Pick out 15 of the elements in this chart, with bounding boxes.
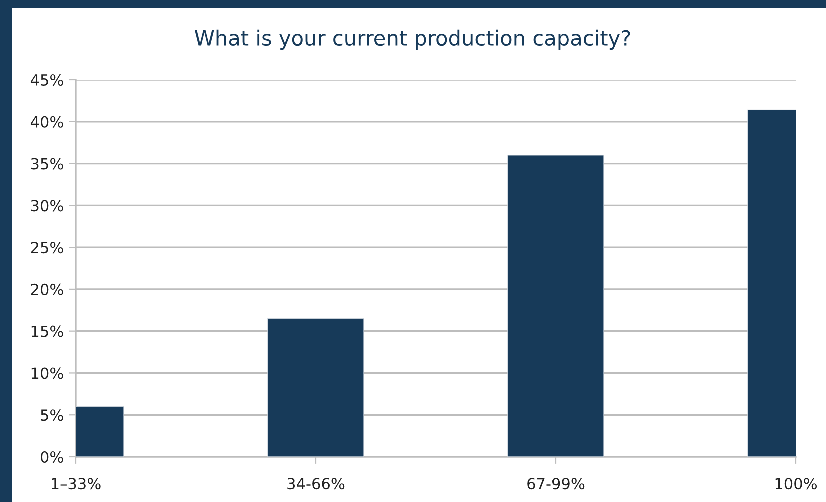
y-tick-label: 45% [30,74,64,86]
y-tick-label: 20% [31,284,64,296]
y-tick-label: 10% [32,368,64,380]
y-tick-label: 40% [30,116,64,128]
y-tick-label: 15% [32,326,64,338]
y-tick-label: 30% [31,200,64,212]
y-tick-label: 0% [40,451,64,464]
y-tick-label: 25% [31,242,64,254]
y-tick-label: 35% [31,158,64,170]
chart-title: What is your current production capacity? [195,30,630,50]
x-tick-label: 100% [776,478,817,490]
x-tick-label: 34-66% [288,478,345,490]
x-tick-label: 67-99% [528,478,585,490]
x-tick-label: 1–33% [52,478,101,490]
y-tick-label: 5% [41,410,64,422]
